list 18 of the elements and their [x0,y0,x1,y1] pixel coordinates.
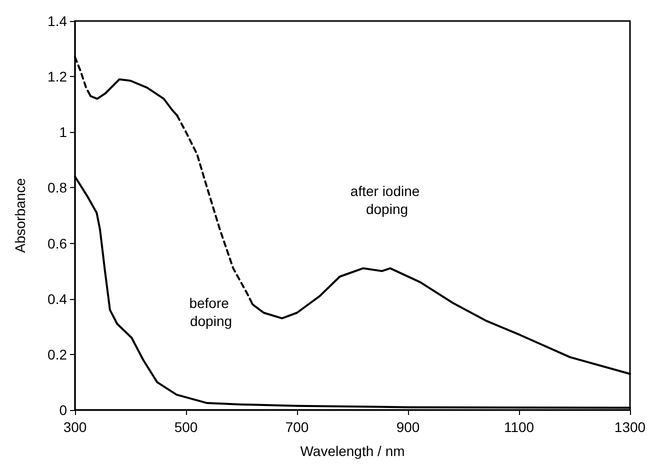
x-tick-label: 1300 [614,419,646,435]
annotation: after iodine doping [350,183,424,217]
y-tick-label: 1 [59,124,68,140]
x-tick-label: 1100 [504,419,534,435]
x-axis-title: Wavelength / nm [300,443,405,459]
x-tick-label: 500 [174,419,198,435]
y-tick-label: 1.2 [48,68,68,85]
x-tick-label: 300 [63,419,87,435]
y-tick-label: 0.4 [48,290,68,307]
annotation: before doping [189,295,233,329]
x-tick-label: 700 [285,419,309,435]
y-tick-label: 1.4 [48,13,68,29]
y-axis-title: Absorbance [12,178,28,253]
y-tick-label: 0.2 [48,346,68,362]
x-tick-label: 900 [396,419,420,435]
y-tick-label: 0 [59,402,68,418]
y-tick-label: 0.6 [48,235,68,252]
y-tick-label: 0.8 [48,180,68,196]
